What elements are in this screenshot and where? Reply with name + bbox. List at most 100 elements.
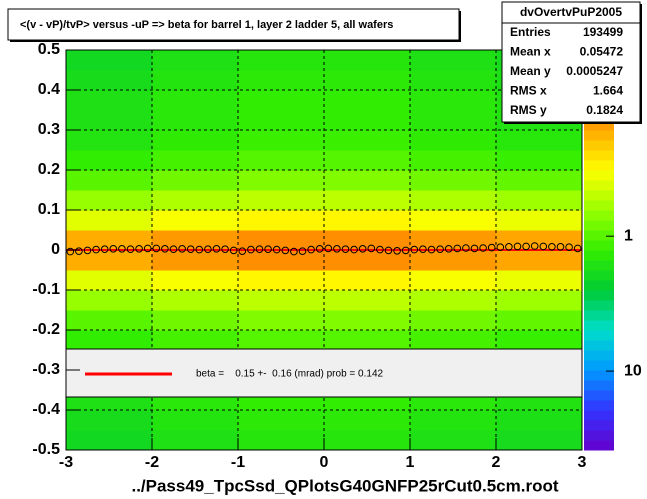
heat-cell	[238, 230, 325, 251]
palette-step	[584, 140, 614, 151]
profile-point	[118, 245, 126, 253]
profile-point	[410, 245, 419, 254]
heat-cell	[238, 150, 325, 171]
profile-point	[496, 243, 505, 251]
profile-point	[358, 245, 367, 253]
stats-value: 193499	[583, 25, 623, 39]
heat-cell	[152, 110, 239, 131]
heat-cell	[324, 110, 411, 131]
profile-point	[367, 244, 376, 253]
profile-point	[548, 243, 556, 251]
palette-step	[584, 380, 614, 391]
y-tick-label: 0	[51, 241, 60, 258]
heat-cell	[496, 250, 583, 271]
profile-point	[401, 246, 410, 255]
heat-cell	[152, 330, 239, 351]
profile-point	[513, 242, 522, 251]
heat-cell	[152, 410, 239, 431]
heat-cell	[410, 130, 497, 151]
heat-cell	[410, 50, 497, 71]
palette-step	[584, 180, 614, 191]
profile-point	[444, 245, 453, 253]
chart-title: <(v - vP)/tvP> versus -uP => beta for ba…	[20, 19, 393, 31]
heat-cell	[410, 230, 497, 251]
heat-cell	[238, 250, 325, 271]
profile-point	[178, 245, 186, 253]
stats-label: Mean y	[510, 64, 551, 78]
heat-cell	[238, 410, 325, 431]
heat-cell	[324, 190, 411, 211]
heat-cell	[238, 50, 325, 71]
palette-step	[584, 440, 614, 451]
heat-cell	[66, 70, 153, 91]
z-tick-label: 10	[624, 362, 642, 379]
heat-cell	[410, 430, 497, 451]
profile-point	[169, 245, 178, 253]
profile-point	[92, 245, 100, 254]
palette-step	[584, 280, 614, 291]
heat-cell	[496, 310, 583, 331]
heat-cell	[324, 130, 411, 151]
heat-cell	[410, 210, 497, 231]
heat-cell	[324, 150, 411, 171]
heat-cell	[238, 190, 325, 211]
heat-cell	[324, 210, 411, 231]
heat-cell	[324, 250, 411, 271]
heat-cell	[238, 270, 325, 291]
profile-point	[221, 245, 229, 253]
heat-cell	[410, 270, 497, 291]
profile-point	[212, 245, 221, 253]
x-tick-label: 0	[320, 454, 329, 471]
y-tick-label: 0.4	[38, 81, 60, 98]
profile-point	[384, 246, 393, 255]
profile-point	[427, 245, 436, 254]
palette-step	[584, 400, 614, 411]
heat-cell	[410, 310, 497, 331]
profile-point	[556, 243, 565, 251]
profile-point	[143, 244, 152, 253]
palette-step	[584, 290, 614, 301]
stats-value: 0.1824	[586, 103, 623, 117]
palette-step	[584, 320, 614, 331]
heat-cell	[152, 150, 239, 171]
heat-cell	[238, 310, 325, 331]
heat-cell	[410, 410, 497, 431]
profile-point	[204, 245, 212, 253]
heat-cell	[410, 70, 497, 91]
profile-point	[565, 243, 573, 251]
palette-step	[584, 130, 614, 141]
profile-point	[307, 245, 315, 254]
heat-cell	[496, 270, 583, 291]
heat-cell	[66, 230, 153, 251]
y-tick-label: 0.5	[38, 41, 60, 58]
heat-cell	[238, 70, 325, 91]
stats-label: Entries	[510, 25, 551, 39]
heat-cell	[238, 330, 325, 351]
palette-step	[584, 220, 614, 231]
profile-point	[238, 247, 247, 255]
heat-cell	[496, 170, 583, 191]
profile-point	[350, 245, 358, 254]
heat-cell	[66, 270, 153, 291]
heat-cell	[152, 190, 239, 211]
palette-step	[584, 310, 614, 321]
heat-cell	[496, 130, 583, 151]
profile-point	[83, 246, 92, 255]
stats-value: 0.05472	[580, 45, 624, 59]
profile-point	[341, 245, 350, 253]
heat-cell	[66, 190, 153, 211]
heat-cell	[324, 70, 411, 91]
profile-point	[152, 244, 161, 253]
profile-point	[530, 242, 539, 250]
heat-cell	[152, 70, 239, 91]
palette-step	[584, 330, 614, 341]
palette-step	[584, 120, 614, 131]
y-tick-label: -0.5	[32, 441, 60, 458]
palette-step	[584, 160, 614, 171]
profile-point	[75, 247, 83, 255]
heat-cell	[324, 290, 411, 311]
heat-cell	[152, 170, 239, 191]
profile-point	[281, 246, 290, 255]
heat-cell	[66, 410, 153, 431]
y-tick-label: -0.3	[32, 361, 60, 378]
